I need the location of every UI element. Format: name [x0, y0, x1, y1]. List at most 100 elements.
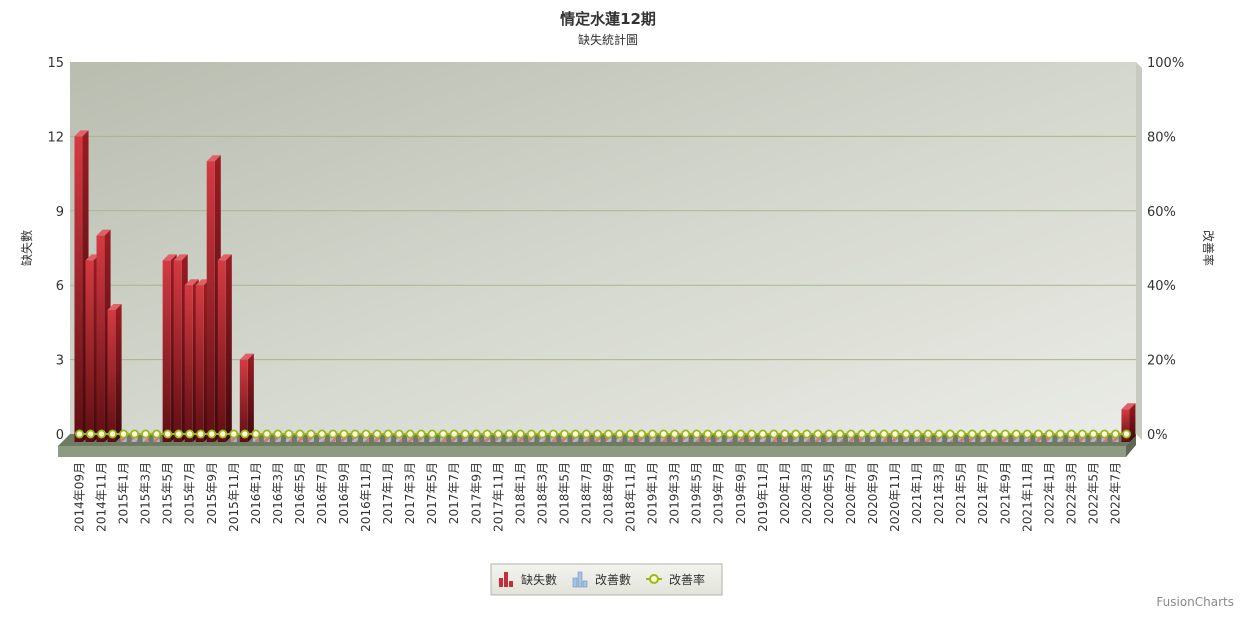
improvement-bar[interactable] — [1024, 436, 1031, 442]
rate-point[interactable] — [626, 429, 636, 439]
rate-point[interactable] — [75, 429, 85, 439]
rate-point[interactable] — [791, 429, 801, 439]
rate-point[interactable] — [559, 429, 569, 439]
rate-point[interactable] — [229, 429, 239, 439]
improvement-bar[interactable] — [451, 436, 458, 442]
rate-point[interactable] — [615, 429, 625, 439]
rate-point[interactable] — [295, 429, 305, 439]
improvement-bar[interactable] — [374, 436, 381, 442]
improvement-bar[interactable] — [528, 436, 535, 442]
improvement-bar[interactable] — [858, 436, 866, 442]
rate-point[interactable] — [471, 429, 481, 439]
rate-point[interactable] — [405, 429, 415, 439]
improvement-bar[interactable] — [1090, 436, 1097, 442]
improvement-bar[interactable] — [803, 436, 810, 442]
rate-point[interactable] — [714, 429, 724, 439]
rate-point[interactable] — [427, 429, 437, 439]
legend-item-defects[interactable]: 缺失數 — [499, 572, 557, 587]
rate-point[interactable] — [548, 429, 558, 439]
rate-point[interactable] — [394, 429, 404, 439]
improvement-bar[interactable] — [296, 436, 303, 442]
improvement-bar[interactable] — [671, 436, 678, 442]
rate-point[interactable] — [1088, 429, 1098, 439]
improvement-bar[interactable] — [660, 436, 667, 442]
rate-point[interactable] — [152, 429, 162, 439]
rate-point[interactable] — [1033, 429, 1043, 439]
improvement-bar[interactable] — [616, 436, 623, 442]
rate-point[interactable] — [1000, 429, 1010, 439]
rate-point[interactable] — [879, 429, 889, 439]
improvement-bar[interactable] — [539, 436, 546, 442]
rate-point[interactable] — [868, 429, 878, 439]
defect-bar[interactable] — [239, 353, 254, 442]
improvement-bar[interactable] — [825, 436, 832, 442]
rate-point[interactable] — [604, 429, 614, 439]
rate-point[interactable] — [769, 429, 779, 439]
rate-point[interactable] — [207, 429, 217, 439]
improvement-bar[interactable] — [318, 436, 325, 442]
improvement-bar[interactable] — [340, 436, 348, 442]
improvement-bar[interactable] — [263, 436, 270, 442]
rate-point[interactable] — [813, 429, 823, 439]
improvement-bar[interactable] — [627, 436, 634, 442]
improvement-bar[interactable] — [473, 436, 480, 442]
rate-point[interactable] — [1066, 429, 1076, 439]
rate-point[interactable] — [350, 429, 360, 439]
rate-point[interactable] — [659, 429, 669, 439]
rate-point[interactable] — [306, 429, 316, 439]
rate-point[interactable] — [835, 429, 845, 439]
improvement-bar[interactable] — [991, 436, 998, 442]
improvement-bar[interactable] — [572, 436, 579, 442]
improvement-bar[interactable] — [814, 436, 821, 442]
rate-point[interactable] — [416, 429, 426, 439]
improvement-bar[interactable] — [153, 436, 160, 442]
rate-point[interactable] — [460, 429, 470, 439]
improvement-bar[interactable] — [484, 436, 491, 442]
improvement-bar[interactable] — [550, 436, 557, 442]
improvement-bar[interactable] — [748, 436, 755, 442]
improvement-bar[interactable] — [903, 436, 910, 442]
rate-point[interactable] — [97, 429, 107, 439]
rate-point[interactable] — [901, 429, 911, 439]
rate-point[interactable] — [747, 429, 757, 439]
improvement-bar[interactable] — [638, 436, 645, 442]
improvement-bar[interactable] — [1101, 436, 1108, 442]
rate-point[interactable] — [780, 429, 790, 439]
improvement-bar[interactable] — [881, 436, 888, 442]
rate-point[interactable] — [141, 429, 151, 439]
improvement-bar[interactable] — [506, 436, 513, 442]
improvement-bar[interactable] — [914, 436, 921, 442]
rate-point[interactable] — [262, 429, 272, 439]
improvement-bar[interactable] — [737, 436, 744, 442]
improvement-bar[interactable] — [969, 436, 976, 442]
improvement-bar[interactable] — [704, 436, 711, 442]
improvement-bar[interactable] — [594, 436, 601, 442]
rate-point[interactable] — [515, 429, 525, 439]
improvement-bar[interactable] — [1035, 436, 1042, 442]
rate-point[interactable] — [592, 429, 602, 439]
rate-point[interactable] — [240, 429, 250, 439]
improvement-bar[interactable] — [781, 436, 788, 442]
improvement-bar[interactable] — [352, 436, 359, 442]
rate-point[interactable] — [438, 429, 448, 439]
rate-point[interactable] — [1055, 429, 1065, 439]
improvement-bar[interactable] — [285, 436, 292, 442]
improvement-bar[interactable] — [329, 436, 337, 442]
rate-point[interactable] — [1022, 429, 1032, 439]
rate-point[interactable] — [119, 429, 129, 439]
rate-point[interactable] — [284, 429, 294, 439]
improvement-bar[interactable] — [1057, 436, 1064, 442]
improvement-bar[interactable] — [770, 436, 777, 442]
defect-bar[interactable] — [217, 254, 232, 442]
improvement-bar[interactable] — [792, 436, 799, 442]
rate-point[interactable] — [196, 429, 206, 439]
improvement-bar[interactable] — [1046, 436, 1053, 442]
rate-point[interactable] — [978, 429, 988, 439]
rate-point[interactable] — [923, 429, 933, 439]
rate-point[interactable] — [648, 429, 658, 439]
rate-point[interactable] — [890, 429, 900, 439]
rate-point[interactable] — [1011, 429, 1021, 439]
legend-item-improvements[interactable]: 改善數 — [572, 571, 631, 588]
improvement-bar[interactable] — [958, 436, 965, 442]
improvement-bar[interactable] — [980, 436, 987, 442]
